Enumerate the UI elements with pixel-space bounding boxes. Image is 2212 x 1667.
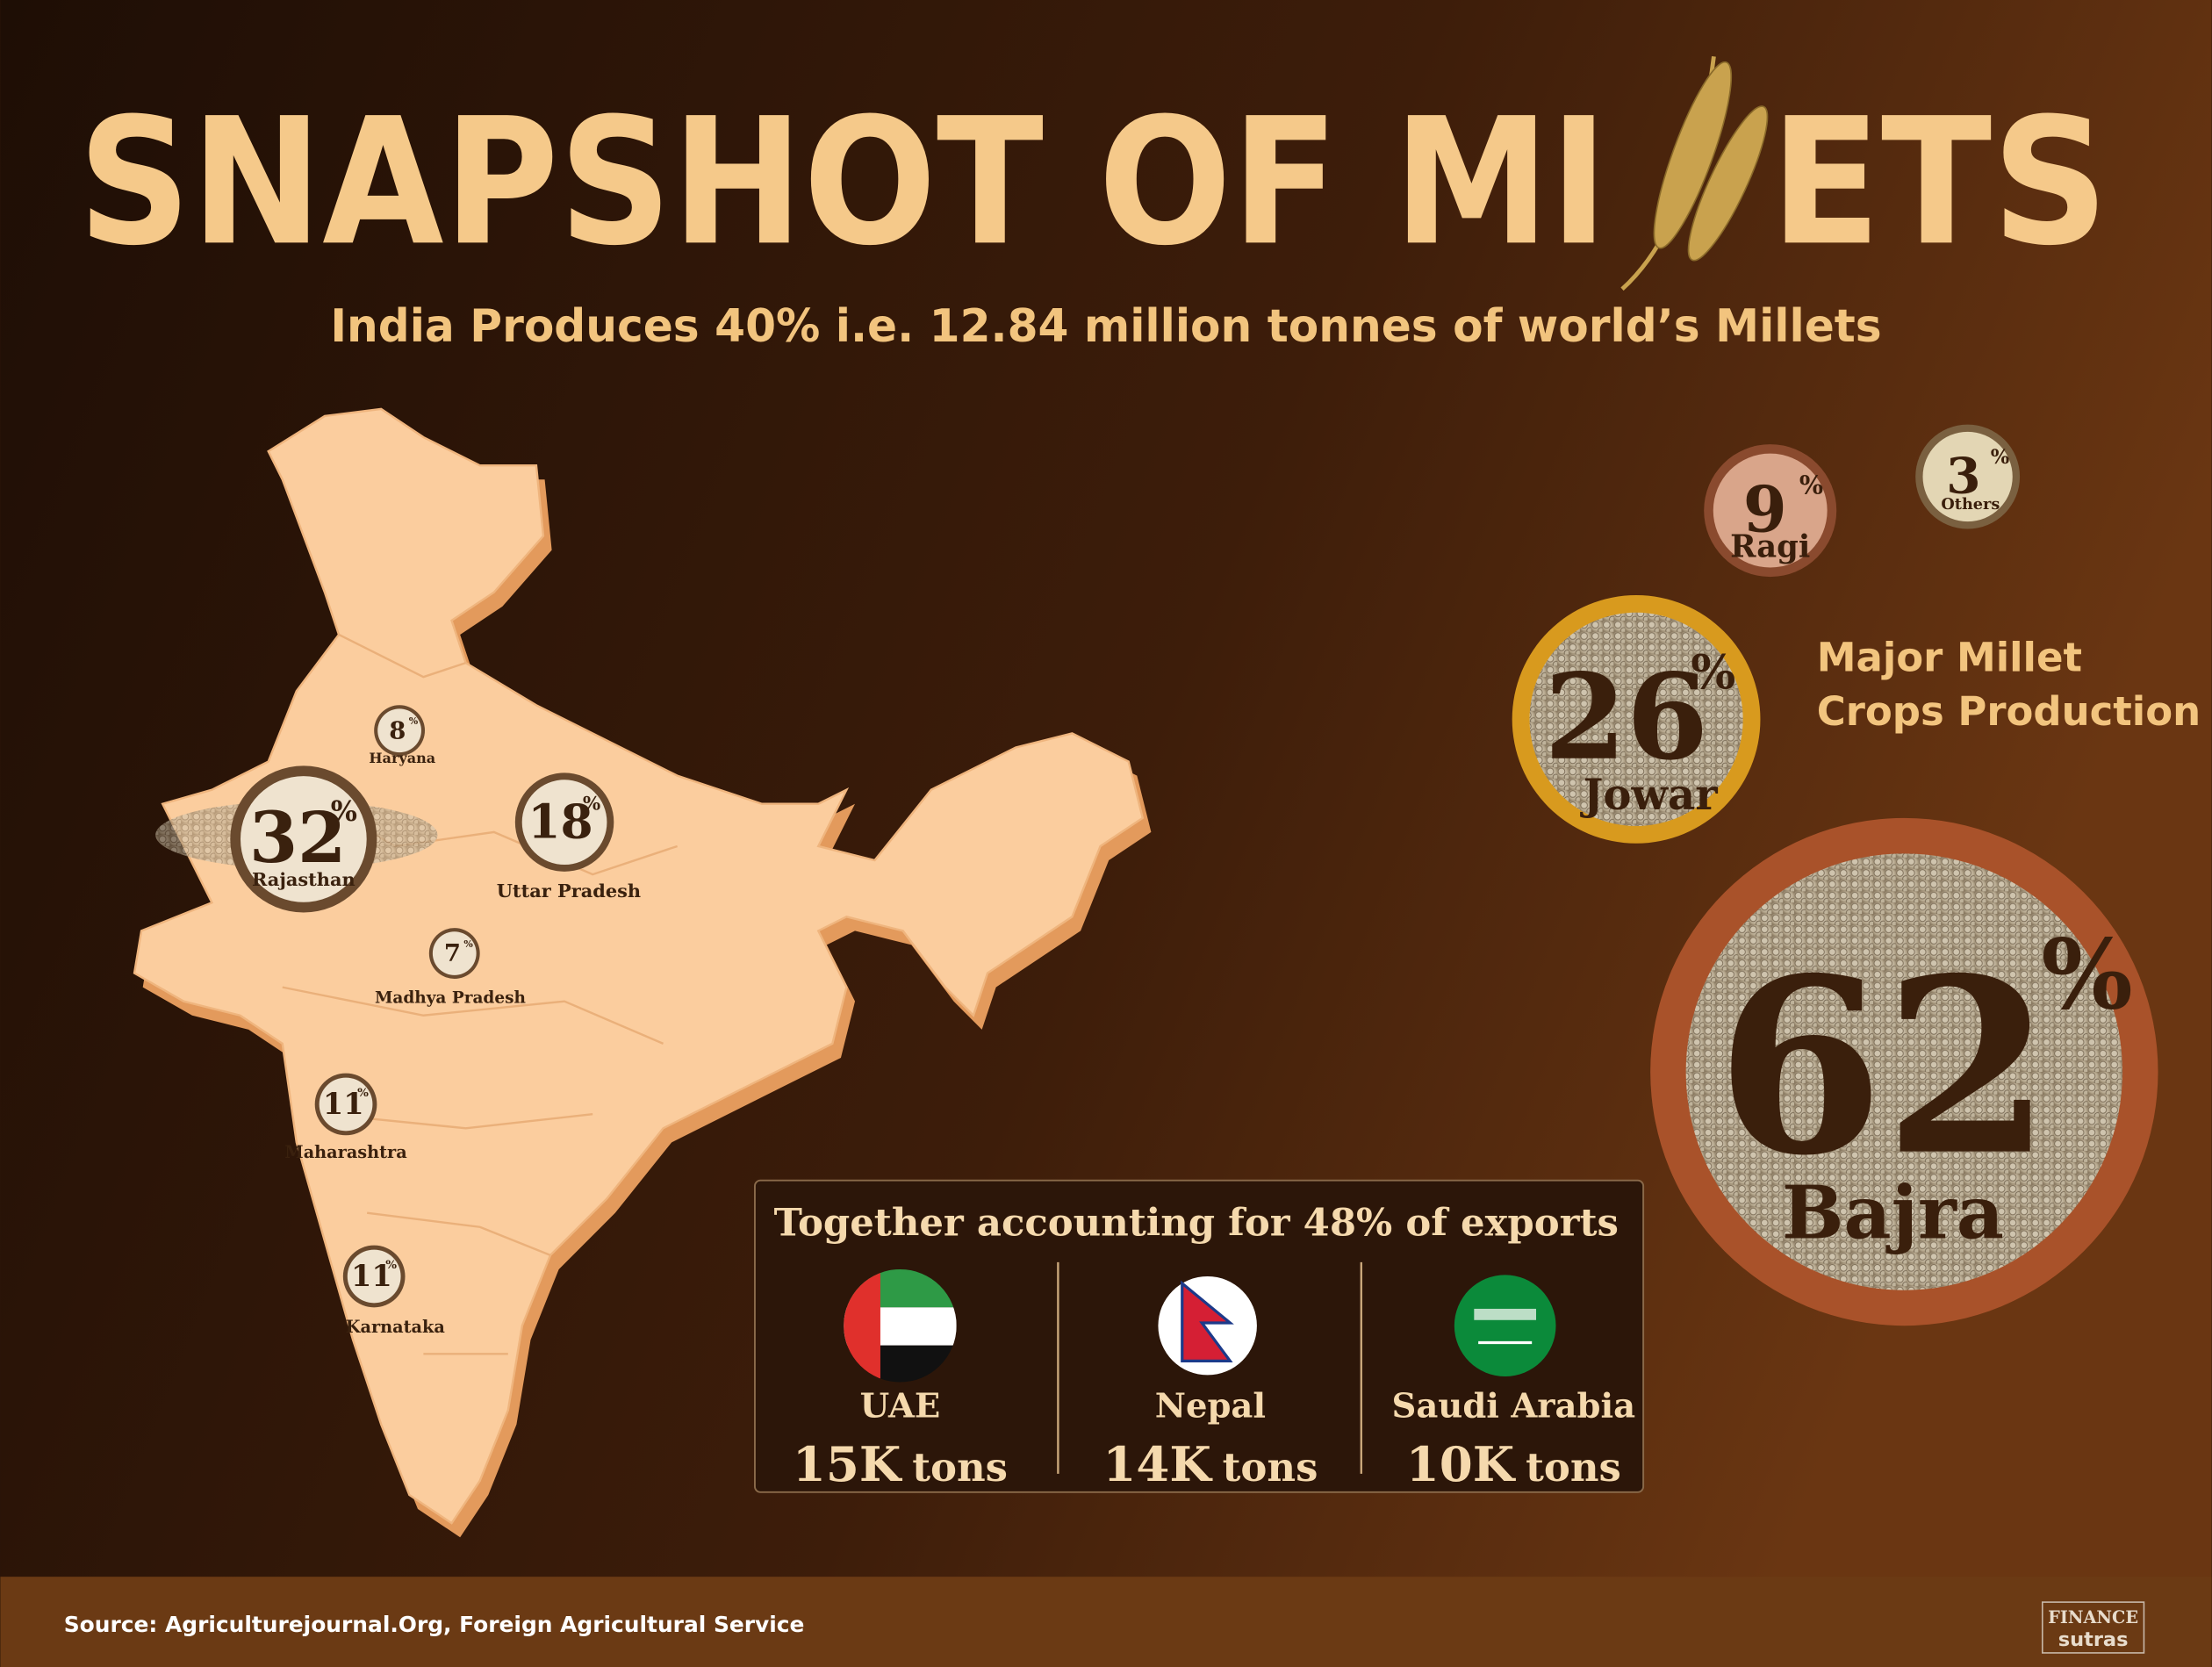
amount-unit: tons bbox=[1526, 1444, 1621, 1491]
badge bbox=[240, 776, 367, 902]
exports-title: Together accounting for 48% of exports bbox=[774, 1200, 1619, 1245]
flag-nepal bbox=[1158, 1275, 1257, 1376]
badge-unit: % bbox=[409, 715, 419, 727]
badge-value: 8 bbox=[389, 716, 406, 744]
badge bbox=[1922, 431, 2013, 522]
badge-name: Maharashtra bbox=[284, 1142, 407, 1162]
badge-name: Rajasthan bbox=[252, 868, 356, 890]
millet-stalk bbox=[1620, 55, 1769, 291]
source: Source: Agriculturejournal.Org, Foreign … bbox=[64, 1612, 805, 1637]
badge-value: 3 bbox=[1946, 448, 1980, 506]
badge-name: Others bbox=[1941, 495, 2000, 514]
crops-heading: Major Millet bbox=[1817, 635, 2082, 681]
badge bbox=[521, 780, 607, 866]
badge-value: 7 bbox=[444, 939, 461, 967]
badge-unit: % bbox=[331, 795, 357, 828]
title-end: ETS bbox=[1770, 80, 2109, 284]
badge bbox=[1713, 453, 1828, 568]
badge bbox=[347, 1249, 401, 1304]
badge-value: 9 bbox=[1743, 472, 1787, 546]
badge-value: 62 bbox=[1716, 925, 2051, 1209]
country-name: Nepal bbox=[1155, 1387, 1266, 1426]
country-name: Saudi Arabia bbox=[1391, 1387, 1635, 1426]
subtitle: India Produces 40% i.e. 12.84 million to… bbox=[330, 300, 1881, 353]
amount-unit: tons bbox=[912, 1444, 1008, 1491]
badge-unit: % bbox=[583, 794, 600, 816]
amount: 15K bbox=[793, 1436, 903, 1492]
export-amount: 10K tons bbox=[1406, 1436, 1621, 1492]
badge-unit: % bbox=[2041, 918, 2132, 1031]
badge-name: Bajra bbox=[1782, 1170, 2004, 1256]
logo: sutras bbox=[2058, 1628, 2129, 1651]
badge bbox=[1529, 612, 1743, 826]
crops-heading: Crops Production bbox=[1817, 688, 2201, 735]
badge-unit: % bbox=[357, 1086, 369, 1100]
badge-unit: % bbox=[1691, 644, 1735, 700]
badge-value: 11 bbox=[351, 1258, 392, 1293]
badge-name: Karnataka bbox=[346, 1317, 446, 1337]
badge-unit: % bbox=[1991, 446, 2009, 469]
logo-frame bbox=[2041, 1601, 2145, 1654]
logo: FINANCE bbox=[2048, 1607, 2138, 1627]
amount-unit: tons bbox=[1223, 1444, 1318, 1491]
badge-value: 11 bbox=[323, 1086, 364, 1121]
flag-uae bbox=[844, 1268, 957, 1383]
badge-value: 26 bbox=[1544, 648, 1708, 787]
badge-value: 18 bbox=[528, 794, 592, 849]
amount: 14K bbox=[1102, 1436, 1213, 1492]
badge bbox=[432, 931, 477, 975]
badge-unit: % bbox=[463, 938, 473, 950]
export-amount: 15K tons bbox=[793, 1436, 1008, 1492]
badge bbox=[377, 708, 421, 753]
flag-saudi bbox=[1454, 1275, 1556, 1377]
amount: 10K bbox=[1406, 1436, 1517, 1492]
badge-name: Jowar bbox=[1580, 771, 1719, 820]
badge-value: 32 bbox=[249, 796, 346, 879]
badge-name: Uttar Pradesh bbox=[497, 880, 641, 902]
badge bbox=[1685, 853, 2123, 1290]
badge-unit: % bbox=[1799, 471, 1823, 500]
badge-unit: % bbox=[385, 1258, 397, 1272]
country-name: UAE bbox=[860, 1387, 941, 1426]
badge-name: Haryana bbox=[369, 750, 435, 766]
export-amount: 14K tons bbox=[1102, 1436, 1318, 1492]
footer-bar bbox=[0, 1577, 2212, 1667]
badge-name: Madhya Pradesh bbox=[375, 988, 526, 1007]
badge bbox=[319, 1077, 373, 1132]
title: SNAPSHOT OF MI bbox=[78, 80, 1608, 284]
badge-name: Ragi bbox=[1730, 529, 1810, 565]
